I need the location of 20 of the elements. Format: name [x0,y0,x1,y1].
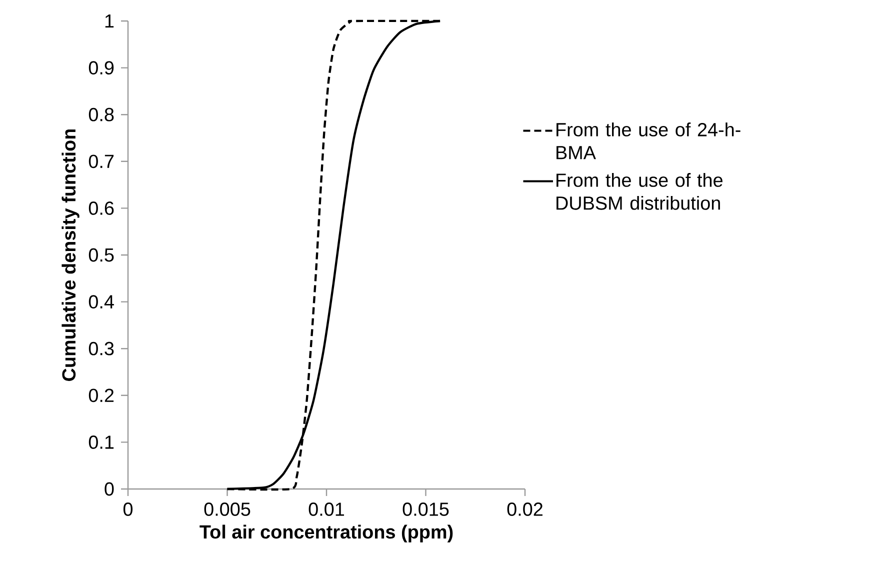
x-axis-title: Tol air concentrations (ppm) [200,524,453,542]
y-tick-label: 0.3 [88,342,114,356]
legend-label: From the use of the DUBSM distribution [556,173,722,210]
y-tick-label: 0 [104,482,114,496]
y-tick-label: 0.7 [88,154,114,168]
y-tick-label: 1 [105,14,114,28]
x-tick-label: 0.01 [308,502,344,516]
y-tick-label: 0.5 [88,248,114,262]
y-axis-title: Cumulative density function [62,129,80,381]
x-tick-label: 0.005 [204,502,250,516]
y-tick-label: 0.2 [88,388,114,402]
y-tick-label: 0.4 [88,295,114,308]
y-tick-label: 0.6 [88,201,114,215]
x-tick-label: 0.015 [402,502,449,516]
y-tick-label: 0.8 [88,108,114,122]
x-tick-label: 0 [123,502,133,516]
x-tick-label: 0.02 [507,502,542,516]
y-tick-label: 0.9 [88,61,114,74]
y-tick-label: 0.1 [88,435,114,449]
legend-label: From the use of 24-h-BMA [556,122,740,160]
